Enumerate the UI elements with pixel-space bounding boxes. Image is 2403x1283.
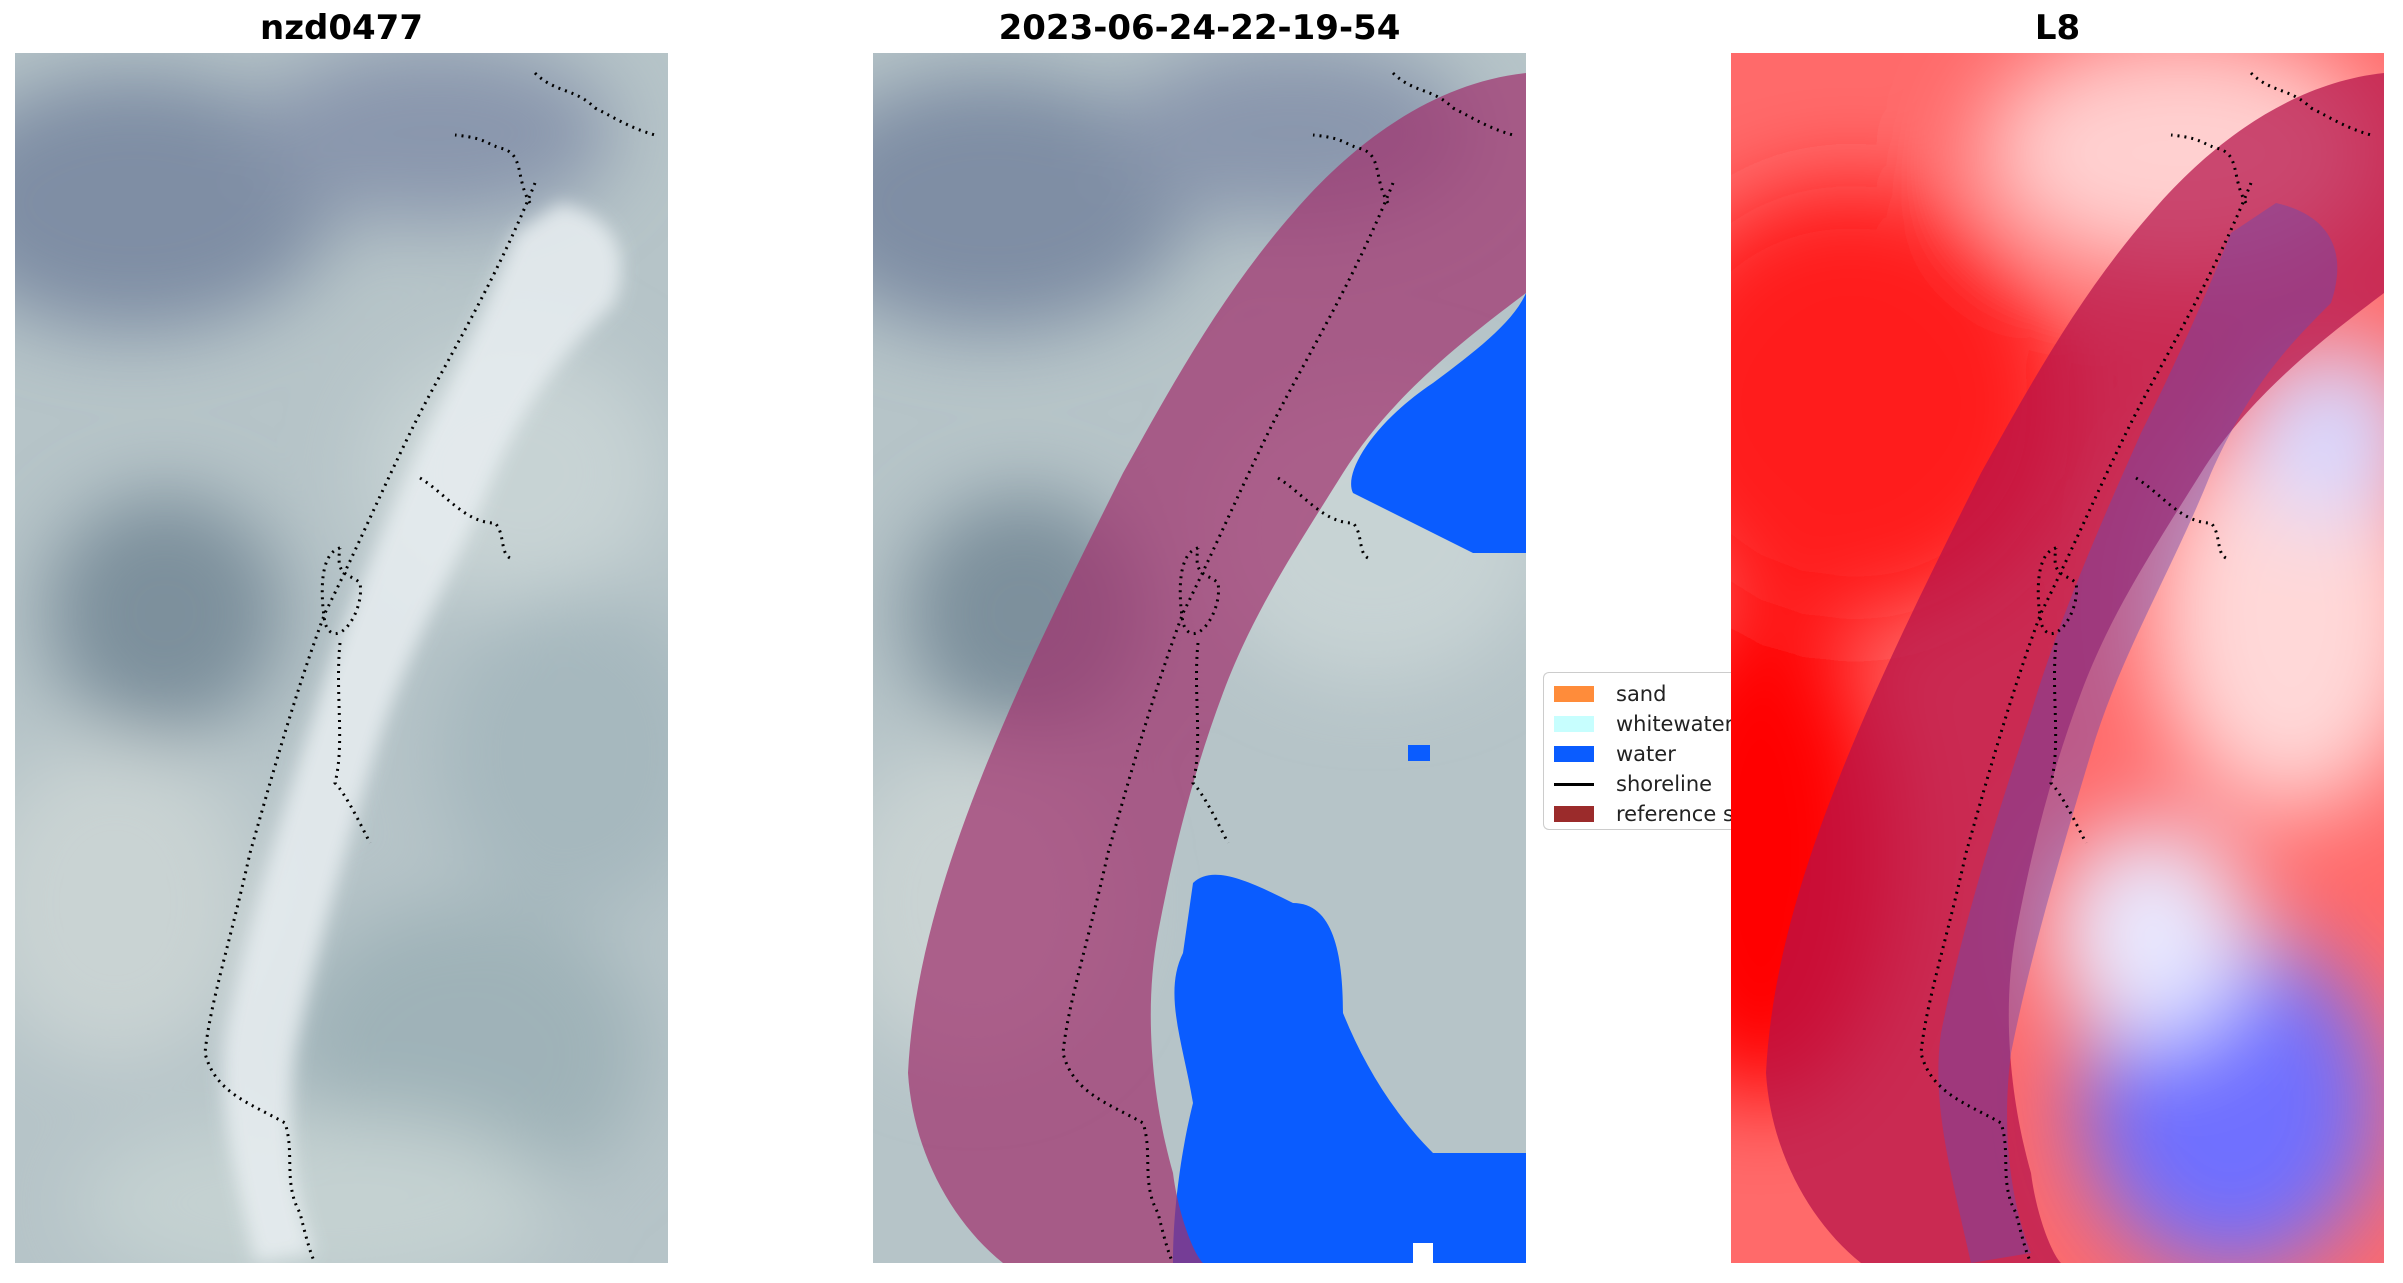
legend-item-shoreline: shoreline (1554, 769, 1731, 799)
legend-item-whitewater: whitewater (1554, 709, 1731, 739)
legend-item-reference-shoreline: reference sh (1554, 799, 1731, 829)
classified-image (873, 53, 1526, 1263)
shoreline-line (203, 71, 656, 1263)
panel-title-satellite: L8 (2034, 8, 2081, 48)
legend-label: reference sh (1616, 802, 1731, 826)
index-image (1731, 53, 2384, 1263)
legend-label: shoreline (1616, 772, 1713, 796)
sand-spit (222, 203, 622, 1263)
shoreline-line (1919, 71, 2372, 1263)
legend-line-shoreline (1554, 782, 1594, 786)
cloud-texture (15, 53, 668, 1263)
panel-title-date: 2023-06-24-22-19-54 (998, 8, 1401, 48)
rgb-image-panel (15, 53, 668, 1263)
legend-label: whitewater (1616, 712, 1731, 736)
reference-shoreline-buffer (908, 73, 1526, 1263)
index-image-panel (1731, 53, 2384, 1263)
water-region-upper (1351, 293, 1526, 553)
legend-swatch-water (1554, 746, 1594, 762)
legend-swatch-reference (1554, 806, 1594, 822)
legend-item-water: water (1554, 739, 1731, 769)
water-region-lower (1173, 874, 1526, 1263)
rgb-image (15, 53, 668, 1263)
panel-title-rgb: nzd0477 (260, 8, 423, 48)
legend-swatch-sand (1554, 686, 1594, 702)
legend-item-sand: sand (1554, 679, 1731, 709)
reference-shoreline-buffer (1766, 73, 2384, 1263)
shoreline-line (1061, 71, 1514, 1263)
legend: sand whitewater water shoreline referenc… (1543, 672, 1731, 830)
classified-image-panel (873, 53, 1526, 1263)
legend-swatch-whitewater (1554, 716, 1594, 732)
legend-label: sand (1616, 682, 1667, 706)
legend-label: water (1616, 742, 1676, 766)
sand-spit (1938, 203, 2338, 1263)
